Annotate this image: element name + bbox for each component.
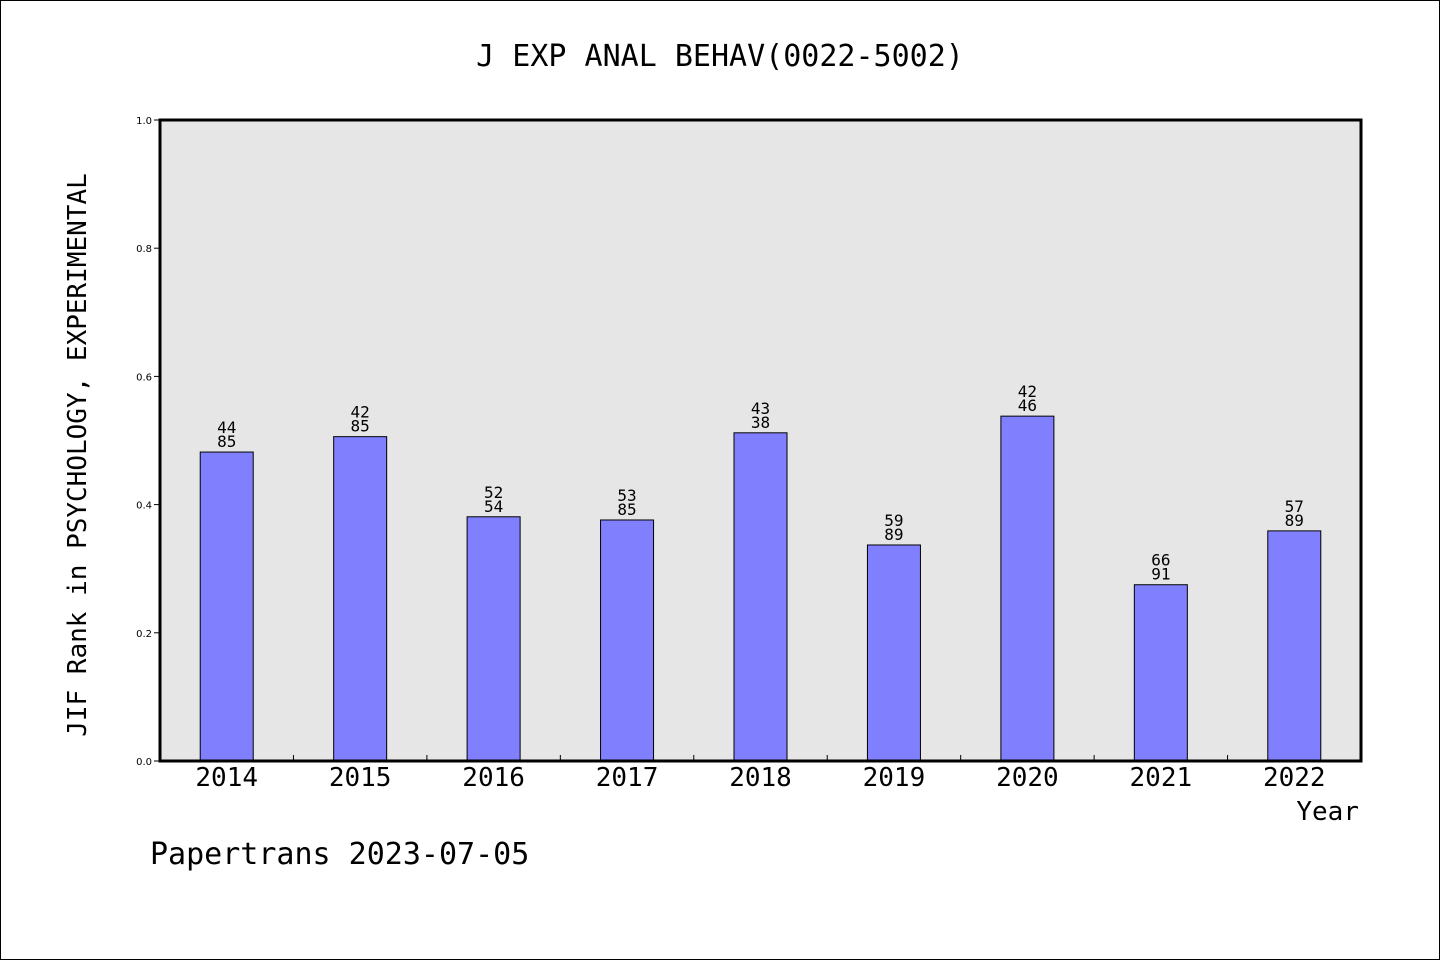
bar-2017 [600, 519, 655, 762]
bar-2021 [1133, 584, 1188, 762]
bar-label-top-2015: 42 [351, 403, 370, 422]
bar-2018 [733, 432, 788, 762]
x-tick-label-2019: 2019 [863, 763, 926, 793]
bar-label-bottom-2017: 85 [617, 500, 636, 519]
bar-label-bottom-2019: 89 [884, 525, 903, 544]
x-tick-label-2020: 2020 [996, 763, 1059, 793]
bar-2014 [199, 451, 254, 762]
bar-label-top-2019: 59 [884, 511, 903, 530]
bar-label-bottom-2021: 91 [1151, 565, 1170, 584]
chart-title: J EXP ANAL BEHAV(0022-5002) [476, 39, 964, 74]
x-tick-label-2017: 2017 [596, 763, 659, 793]
bar-2015 [333, 436, 388, 762]
bar-label-top-2016: 52 [484, 483, 503, 502]
y-axis-label: JIF Rank in PSYCHOLOGY, EXPERIMENTAL [63, 173, 93, 737]
x-tick-label-2018: 2018 [729, 763, 792, 793]
bar-label-top-2014: 44 [217, 418, 236, 437]
bar-label-bottom-2015: 85 [351, 417, 370, 436]
y-tick-label: 0.8 [136, 244, 152, 255]
x-tick-label-2016: 2016 [462, 763, 525, 793]
bar-label-bottom-2016: 54 [484, 497, 503, 516]
bar-2022 [1267, 530, 1322, 762]
y-tick-label: 1.0 [136, 116, 152, 127]
bar-label-bottom-2020: 46 [1018, 396, 1037, 415]
x-tick-label-2015: 2015 [329, 763, 392, 793]
bar-2016 [466, 516, 521, 762]
x-tick-label-2021: 2021 [1130, 763, 1193, 793]
y-tick-label: 0.0 [136, 757, 152, 768]
bar-label-top-2022: 57 [1285, 497, 1304, 516]
bar-label-top-2018: 43 [751, 399, 770, 418]
y-tick-label: 0.4 [136, 501, 152, 512]
x-tick-label-2022: 2022 [1263, 763, 1326, 793]
bar-label-top-2021: 66 [1151, 551, 1170, 570]
bar-label-top-2017: 53 [617, 486, 636, 505]
x-axis-label: Year [1296, 797, 1359, 827]
bar-label-bottom-2018: 38 [751, 413, 770, 432]
bar-label-top-2020: 42 [1018, 382, 1037, 401]
x-tick-label-2014: 2014 [195, 763, 258, 793]
bar-2019 [866, 544, 921, 762]
y-tick-label: 0.2 [136, 629, 152, 640]
bar-2020 [1000, 415, 1055, 762]
footer-text: Papertrans 2023-07-05 [150, 837, 529, 872]
bar-label-bottom-2022: 89 [1285, 511, 1304, 530]
plot-border [158, 118, 1363, 763]
y-tick-label: 0.6 [136, 372, 152, 383]
bar-label-bottom-2014: 85 [217, 432, 236, 451]
